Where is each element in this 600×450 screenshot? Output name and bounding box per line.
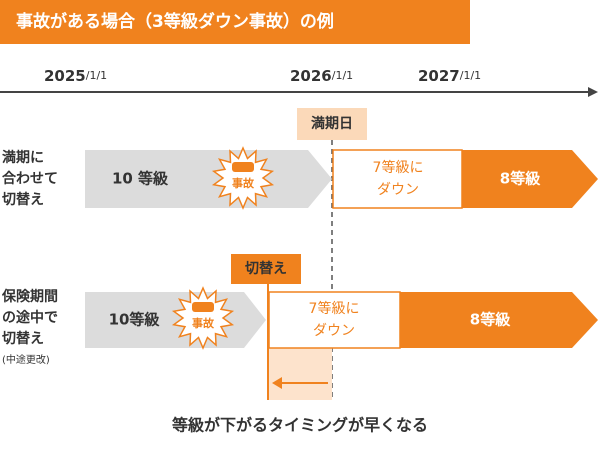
date: 2026/1/1: [290, 67, 353, 85]
grade-down-box: [332, 149, 463, 209]
date-rest: /1/1: [332, 69, 353, 82]
grade-before: 10 等級: [112, 170, 169, 188]
grade-after: 8等級: [470, 311, 511, 329]
car-icon: [232, 162, 254, 172]
grade-down-box: [268, 291, 401, 349]
grade-after-arrow: [400, 292, 598, 348]
title: 事故がある場合（3等級ダウン事故）の例: [16, 11, 334, 32]
timeline-arrow: [588, 87, 598, 97]
accident-label: 事故: [192, 316, 215, 330]
accident-badge: 事故: [211, 146, 275, 210]
grade-before-arrow: [85, 150, 332, 208]
accident-badge: 事故: [171, 286, 235, 350]
early-arrow-head: [272, 377, 282, 389]
row-label: 切替え: [2, 330, 44, 347]
starburst: [171, 286, 235, 350]
date-year: 2027: [418, 67, 460, 85]
date-rest: /1/1: [86, 69, 107, 82]
expiry-box: [297, 108, 367, 140]
footer: 等級が下がるタイミングが早くなる: [171, 416, 428, 435]
switch-box: [231, 254, 301, 284]
date-rest: /1/1: [460, 69, 481, 82]
grade-down: 7等級に: [373, 159, 424, 176]
row-label: 切替え: [2, 191, 44, 208]
row-label: 満期に: [2, 149, 44, 166]
title-bar: [0, 0, 470, 44]
date-year: 2025: [44, 67, 86, 85]
early-zone: [268, 348, 332, 400]
date: 2027/1/1: [418, 67, 481, 85]
grade-down: ダウン: [377, 182, 419, 198]
row-label: 合わせて: [2, 170, 58, 187]
grade-before: 10等級: [109, 311, 161, 329]
car-icon: [192, 302, 214, 312]
date: 2025/1/1: [44, 67, 107, 85]
switch-label: 切替え: [245, 260, 287, 277]
row-label: の途中で: [2, 309, 58, 326]
grade-after: 8等級: [500, 170, 541, 188]
date-year: 2026: [290, 67, 332, 85]
expiry-label: 満期日: [311, 115, 353, 132]
grade-after-arrow: [462, 150, 598, 208]
row-note: (中途更改): [2, 353, 50, 366]
accident-label: 事故: [232, 176, 255, 190]
grade-down: ダウン: [313, 323, 355, 339]
grade-down: 7等級に: [309, 300, 360, 317]
starburst: [211, 146, 275, 210]
row-label: 保険期間: [1, 288, 58, 305]
